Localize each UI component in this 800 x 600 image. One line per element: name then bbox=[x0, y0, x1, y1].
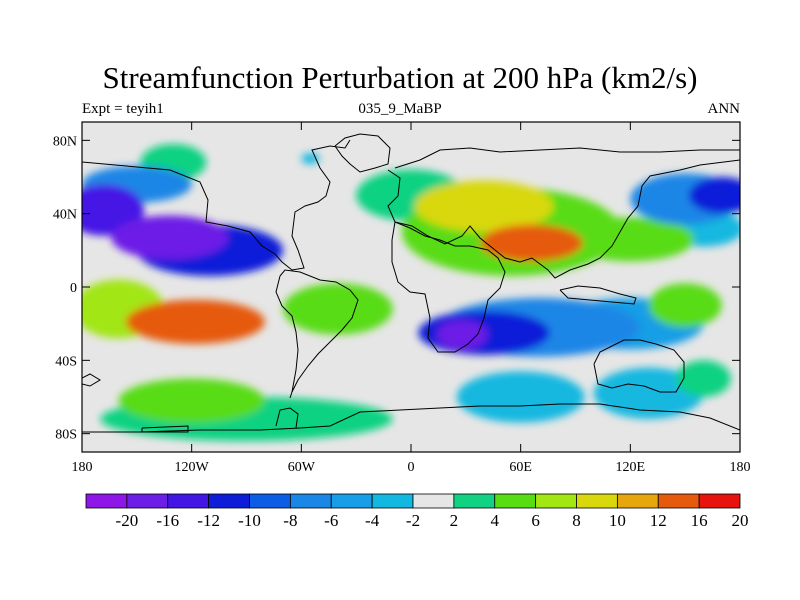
colorbar-box-1 bbox=[126, 493, 169, 509]
colorbar-label-15: 20 bbox=[732, 511, 749, 530]
x-tick-label-4: 60E bbox=[509, 460, 532, 475]
colorbar-box-11 bbox=[535, 493, 577, 509]
southern-island bbox=[82, 373, 101, 387]
maritime-continent bbox=[559, 285, 637, 305]
field-region-13 bbox=[283, 283, 393, 335]
colorbar-box-14 bbox=[657, 493, 700, 509]
colorbar-box-7 bbox=[371, 493, 414, 509]
colorbar-box-3 bbox=[208, 493, 250, 509]
experiment-label: Expt = teyih1 bbox=[82, 101, 164, 117]
field-region-18 bbox=[414, 180, 554, 232]
colorbar-label-8: 2 bbox=[450, 511, 459, 530]
colorbar-box-12 bbox=[576, 493, 618, 509]
x-tick-label-6: 180 bbox=[730, 460, 751, 475]
colorbar: -20 -16 -12 -10 -8 -6 -4 -2 2 4 6 8 10 12 16 20 bbox=[85, 493, 749, 530]
colorbar-box-6 bbox=[330, 493, 373, 509]
antarctic-peninsula bbox=[275, 407, 299, 429]
antarctica-coast bbox=[82, 403, 740, 433]
colorbar-label-14: 16 bbox=[691, 511, 708, 530]
field-region-3 bbox=[593, 367, 704, 420]
arctic-coast bbox=[394, 147, 740, 169]
north-america-coast bbox=[82, 139, 351, 271]
colorbar-label-0: -20 bbox=[116, 511, 139, 530]
y-tick-label-4: 80S bbox=[55, 428, 77, 443]
colorbar-label-6: -4 bbox=[365, 511, 380, 530]
case-label: 035_9_MaBP bbox=[358, 101, 442, 117]
field-region-2 bbox=[301, 153, 320, 165]
colorbar-label-12: 10 bbox=[609, 511, 626, 530]
y-tick-label-2: 0 bbox=[70, 281, 77, 296]
field-region-23 bbox=[480, 224, 583, 262]
field-region-24 bbox=[125, 299, 265, 344]
field-region-21 bbox=[688, 177, 740, 214]
axis-ticks: 180 120W 60W 0 60E 120E 180 80N 40N 0 40S 80S bbox=[53, 122, 751, 475]
colorbar-label-13: 12 bbox=[650, 511, 667, 530]
colorbar-box-4 bbox=[249, 493, 291, 509]
colorbar-label-4: -8 bbox=[283, 511, 297, 530]
field-region-11 bbox=[648, 283, 722, 328]
africa-coast bbox=[391, 221, 506, 353]
y-tick-label-3: 40S bbox=[55, 354, 77, 369]
y-tick-label-1: 40N bbox=[53, 208, 77, 223]
colorbar-label-5: -6 bbox=[324, 511, 338, 530]
antarctic-island bbox=[141, 425, 189, 433]
colorbar-box-9 bbox=[453, 493, 496, 509]
colorbar-label-2: -12 bbox=[197, 511, 220, 530]
coastline-outline bbox=[82, 133, 740, 433]
x-tick-label-0: 180 bbox=[72, 460, 93, 475]
colorbar-box-13 bbox=[616, 493, 659, 509]
field-region-26 bbox=[111, 215, 229, 260]
x-tick-label-2: 60W bbox=[288, 460, 316, 475]
field-region-5 bbox=[676, 360, 731, 397]
x-tick-label-1: 120W bbox=[175, 460, 210, 475]
y-tick-label-0: 80N bbox=[53, 134, 77, 149]
colorbar-label-3: -10 bbox=[238, 511, 261, 530]
colorbar-box-0 bbox=[85, 493, 128, 509]
colorbar-label-11: 8 bbox=[572, 511, 581, 530]
colorbar-label-7: -2 bbox=[406, 511, 420, 530]
colorbar-label-10: 6 bbox=[531, 511, 540, 530]
field-region-25 bbox=[436, 320, 488, 350]
field-region-7 bbox=[456, 371, 585, 423]
south-america-coast bbox=[279, 269, 359, 399]
contour-field bbox=[82, 144, 740, 441]
colorbar-label-9: 4 bbox=[491, 511, 500, 530]
greenland-coast bbox=[334, 133, 391, 173]
colorbar-box-10 bbox=[494, 493, 537, 509]
south-america-west-coast bbox=[275, 275, 299, 393]
x-tick-label-5: 120E bbox=[616, 460, 646, 475]
field-region-8 bbox=[118, 378, 265, 423]
chart-title: Streamfunction Perturbation at 200 hPa (… bbox=[102, 60, 698, 95]
x-tick-label-3: 0 bbox=[408, 460, 415, 475]
colorbar-box-15 bbox=[698, 493, 741, 509]
colorbar-box-2 bbox=[167, 493, 210, 509]
season-label: ANN bbox=[707, 101, 741, 117]
australia-coast bbox=[593, 339, 685, 393]
colorbar-box-8 bbox=[412, 493, 455, 509]
colorbar-label-1: -16 bbox=[156, 511, 179, 530]
eurasia-coast bbox=[387, 159, 740, 279]
colorbar-box-5 bbox=[289, 493, 332, 509]
